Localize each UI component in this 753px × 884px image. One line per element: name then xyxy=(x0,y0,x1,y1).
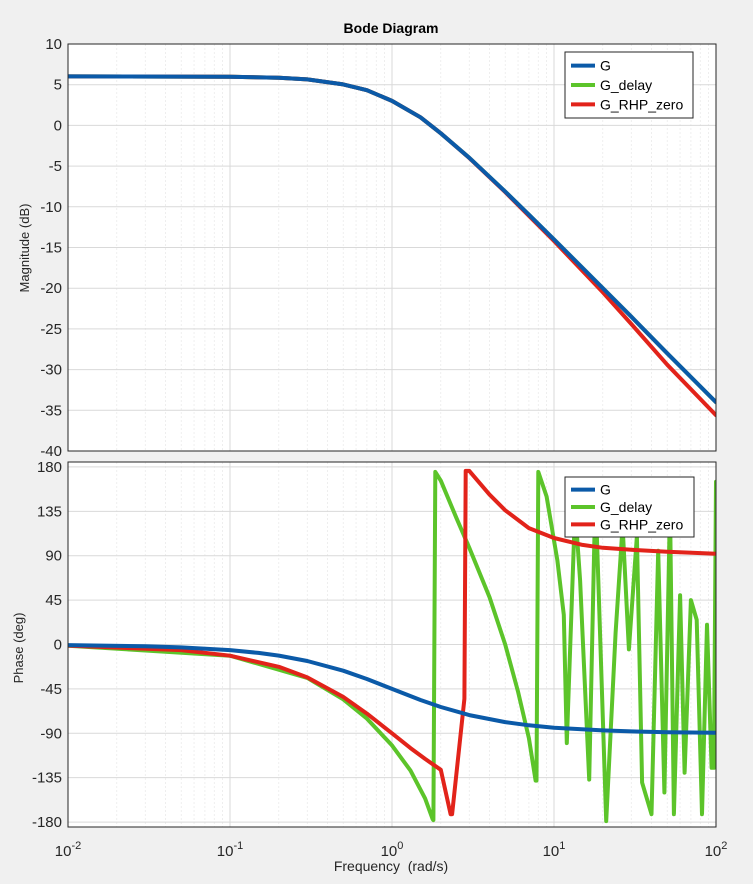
magnitude-series-g xyxy=(68,74,716,405)
magnitude-ytick-label: -20 xyxy=(40,280,62,297)
magnitude-ytick-label: 5 xyxy=(54,77,62,94)
xtick-label: 100 xyxy=(381,840,404,860)
phase-ytick-label: -180 xyxy=(32,814,62,831)
legend-entry: G_RHP_zero xyxy=(600,96,683,112)
magnitude-ytick-label: -35 xyxy=(40,402,62,419)
magnitude-ytick-label: -40 xyxy=(40,443,62,460)
phase-ytick-label: -135 xyxy=(32,770,62,787)
magnitude-ytick-label: -15 xyxy=(40,240,62,257)
magnitude-axis-label: Magnitude (dB) xyxy=(17,204,32,293)
magnitude-axes-frame xyxy=(67,43,717,452)
legend-entry: G xyxy=(600,58,611,74)
legend-entry: G_delay xyxy=(600,77,652,93)
xtick-label: 101 xyxy=(543,840,566,860)
xtick-label: 102 xyxy=(705,840,728,860)
magnitude-ytick-label: -5 xyxy=(49,158,62,175)
phase-series-g-rhp-zero xyxy=(68,468,716,817)
phase-ytick-label: 90 xyxy=(45,548,62,565)
phase-series-g xyxy=(68,643,716,735)
legend-entry: G xyxy=(600,482,611,498)
phase-axes: 180 135 90 45 0 -45 -90 -135 -180 GG_delayG_RHP_z… xyxy=(32,459,727,860)
chart-title: Bode Diagram xyxy=(344,20,439,36)
phase-axis-label: Phase (deg) xyxy=(11,613,26,684)
phase-ytick-label: 135 xyxy=(37,503,62,520)
phase-ytick-label: 180 xyxy=(37,459,62,476)
magnitude-ytick-label: 0 xyxy=(54,117,62,134)
magnitude-ytick-label: 10 xyxy=(45,36,62,53)
magnitude-ytick-label: -30 xyxy=(40,362,62,379)
xtick-label: 10-2 xyxy=(55,840,81,860)
magnitude-ytick-label: -10 xyxy=(40,199,62,216)
frequency-axis-label: Frequency (rad/s) xyxy=(334,858,448,874)
phase-axes-frame xyxy=(67,461,717,828)
legend-entry: G_RHP_zero xyxy=(600,516,683,532)
phase-series-g-delay xyxy=(68,469,716,824)
magnitude-ytick-label: -25 xyxy=(40,321,62,338)
xtick-label: 10-1 xyxy=(217,840,243,860)
legend-entry: G_delay xyxy=(600,499,652,515)
phase-ytick-label: 0 xyxy=(54,637,62,654)
magnitude-axes: 10 5 0 -5 -10 -15 -20 -25 -30 -35 -40 G G_delay G_RHP… xyxy=(40,36,717,460)
phase-ytick-label: -90 xyxy=(40,725,62,742)
phase-ytick-label: 45 xyxy=(45,592,62,609)
phase-ytick-label: -45 xyxy=(40,681,62,698)
magnitude-legend: G G_delay G_RHP_zero xyxy=(564,51,694,119)
